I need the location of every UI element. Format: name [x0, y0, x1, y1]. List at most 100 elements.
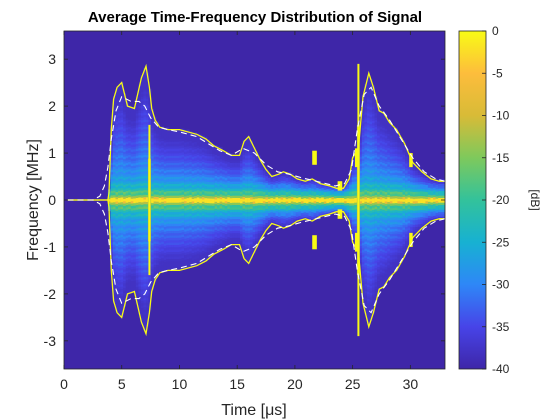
heatmap-cell: [240, 193, 243, 197]
heatmap-cell: [113, 126, 116, 130]
heatmap-cell: [234, 242, 238, 245]
heatmap-cell: [140, 145, 144, 149]
heatmap-cell: [270, 204, 274, 208]
heatmap-cell: [222, 167, 226, 170]
heatmap-cell: [133, 209, 137, 213]
heatmap-cell: [184, 170, 187, 173]
heatmap-cell: [361, 233, 365, 236]
heatmap-cell: [354, 188, 358, 191]
heatmap-cell: [298, 204, 302, 207]
heatmap-cell: [214, 206, 218, 209]
heatmap-cell: [138, 262, 142, 266]
heatmap-cell: [361, 212, 365, 215]
heatmap-cell: [300, 212, 304, 216]
heatmap-cell: [161, 211, 165, 214]
heatmap-cell: [125, 164, 129, 168]
heatmap-cell: [361, 186, 365, 190]
heatmap-cell: [118, 272, 121, 276]
heatmap-cell: [275, 187, 279, 191]
heatmap-cell: [364, 285, 368, 289]
heatmap-cell: [344, 193, 347, 197]
heatmap-cell: [110, 155, 114, 158]
heatmap-cell: [313, 193, 317, 197]
heatmap-cell: [113, 202, 116, 205]
heatmap-cell: [369, 316, 373, 319]
heatmap-cell: [156, 201, 159, 204]
heatmap-cell: [364, 217, 368, 221]
heatmap-cell: [321, 213, 325, 217]
heatmap-cell: [214, 243, 218, 247]
heatmap-cell: [201, 171, 205, 174]
heatmap-cell: [181, 196, 185, 200]
heatmap-cell: [199, 146, 203, 150]
heatmap-cell: [166, 174, 170, 177]
heatmap-cell: [316, 208, 320, 212]
heatmap-cell: [166, 237, 170, 241]
heatmap-cell: [367, 319, 370, 323]
heatmap-cell: [189, 159, 193, 163]
heatmap-cell: [118, 230, 121, 234]
heatmap-cell: [359, 264, 363, 268]
heatmap-cell: [196, 206, 200, 210]
heatmap-cell: [209, 249, 213, 253]
heatmap-cell: [143, 288, 147, 291]
heatmap-cell: [359, 231, 363, 235]
heatmap-cell: [234, 195, 238, 198]
heatmap-cell: [135, 251, 139, 255]
heatmap-cell: [199, 233, 203, 236]
heatmap-cell: [199, 191, 203, 194]
heatmap-cell: [138, 140, 142, 144]
heatmap-cell: [143, 243, 147, 247]
heatmap-cell: [278, 183, 281, 187]
heatmap-cell: [214, 147, 218, 151]
heatmap-cell: [138, 192, 142, 196]
heatmap-cell: [128, 248, 132, 252]
heatmap-cell: [138, 168, 142, 172]
heatmap-cell: [151, 134, 154, 138]
heatmap-cell: [204, 160, 208, 163]
heatmap-cell: [240, 165, 243, 169]
heatmap-cell: [171, 190, 175, 194]
heatmap-cell: [163, 149, 167, 152]
heatmap-cell: [158, 263, 162, 266]
heatmap-cell: [135, 202, 139, 205]
heatmap-cell: [173, 164, 177, 168]
heatmap-cell: [125, 106, 129, 109]
heatmap-cell: [120, 117, 124, 121]
heatmap-cell: [173, 195, 177, 198]
heatmap-cell: [186, 242, 190, 245]
heatmap-cell: [166, 134, 170, 138]
heatmap-cell: [115, 187, 119, 190]
heatmap-cell: [158, 202, 162, 205]
heatmap-cell: [214, 203, 218, 207]
heatmap-cell: [214, 187, 218, 191]
heatmap-cell: [217, 244, 220, 248]
heatmap-cell: [173, 176, 177, 180]
heatmap-cell: [138, 86, 142, 90]
heatmap-cell: [128, 243, 132, 247]
heatmap-cell: [133, 242, 137, 246]
heatmap-cell: [199, 221, 203, 225]
heatmap-cell: [359, 151, 363, 155]
heatmap-cell: [191, 245, 195, 249]
heatmap-cell: [143, 208, 147, 212]
heatmap-cell: [143, 79, 147, 83]
heatmap-cell: [173, 202, 177, 205]
heatmap-cell: [270, 221, 274, 224]
heatmap-cell: [212, 196, 215, 199]
heatmap-cell: [125, 143, 129, 147]
heatmap-cell: [209, 170, 213, 173]
heatmap-cell: [222, 221, 226, 224]
heatmap-cell: [242, 220, 246, 223]
heatmap-cell: [110, 214, 114, 217]
heatmap-cell: [156, 243, 159, 247]
heatmap-cell: [123, 135, 126, 138]
heatmap-cell: [179, 176, 182, 179]
heatmap-cell: [143, 286, 147, 289]
heatmap-cell: [227, 192, 231, 195]
heatmap-cell: [237, 237, 241, 241]
heatmap-cell: [359, 128, 363, 131]
heatmap-cell: [219, 205, 223, 209]
heatmap-cell: [146, 154, 149, 158]
heatmap-cell: [364, 213, 368, 216]
